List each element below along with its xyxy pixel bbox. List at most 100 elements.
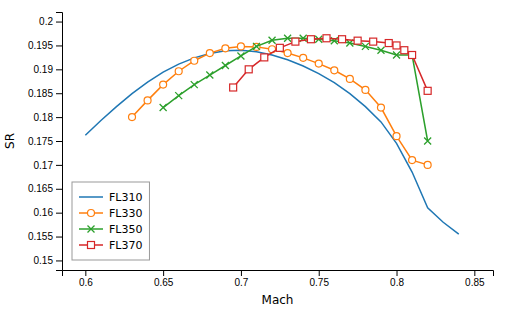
y-tick-mark	[56, 69, 62, 70]
point-marker	[245, 66, 252, 73]
y-tick-label: 0.18	[34, 112, 54, 123]
legend-symbol	[79, 196, 103, 198]
x-tick-label: 0.65	[154, 277, 174, 288]
legend-label: FL310	[109, 191, 142, 204]
point-marker	[253, 43, 260, 50]
y-axis-title: SR	[3, 133, 17, 149]
y-tick: 0.155	[28, 231, 62, 242]
legend-entry: FL370	[79, 239, 142, 252]
legend-box	[72, 182, 149, 260]
point-marker	[160, 104, 167, 111]
x-tick: 0.65	[154, 270, 174, 288]
x-tick-label: 0.75	[309, 277, 329, 288]
point-marker	[129, 114, 136, 121]
x-tick-label: 0.8	[390, 277, 404, 288]
x-tick: 0.85	[465, 270, 485, 288]
point-marker	[362, 43, 369, 50]
point-marker	[206, 50, 213, 57]
y-axis-line	[56, 13, 63, 271]
point-marker	[401, 47, 408, 54]
y-tick-label: 0.195	[28, 40, 53, 51]
series	[230, 35, 431, 95]
y-tick: 0.16	[34, 207, 62, 218]
point-marker	[261, 54, 268, 61]
point-marker	[230, 84, 237, 91]
point-marker	[424, 138, 431, 145]
y-axis: 0.15 0.155 0.16 0.165 0.17 0.175 0.18 0.185 0.19…	[28, 13, 63, 271]
point-marker	[393, 42, 400, 49]
legend-label: FL330	[109, 207, 142, 220]
y-tick-label: 0.19	[34, 64, 54, 75]
point-marker	[144, 97, 151, 104]
y-tick: 0.2	[39, 16, 62, 27]
y-tick-mark	[56, 117, 62, 118]
y-tick-mark	[56, 45, 62, 46]
point-marker	[424, 87, 431, 94]
point-marker	[385, 40, 392, 47]
y-tick-mark	[56, 260, 62, 261]
legend-entry: FL310	[79, 191, 142, 204]
legend-entry: FL350	[79, 223, 142, 236]
series-line	[85, 50, 458, 234]
point-marker	[362, 86, 369, 93]
point-marker	[160, 81, 167, 88]
x-tick: 0.6	[79, 270, 93, 288]
point-marker	[331, 67, 338, 74]
y-tick-mark	[56, 189, 62, 190]
x-tick: 0.7	[234, 270, 248, 288]
y-tick-label: 0.15	[34, 255, 54, 266]
point-marker	[409, 52, 416, 59]
legend-label: FL370	[109, 239, 142, 252]
legend-marker	[88, 242, 95, 249]
point-marker	[409, 52, 416, 59]
y-tick: 0.175	[28, 136, 62, 147]
y-tick: 0.165	[28, 183, 62, 194]
y-tick-label: 0.185	[28, 88, 53, 99]
x-tick-mark	[241, 270, 242, 276]
legend-entry: FL330	[79, 207, 142, 220]
series-line	[163, 38, 428, 141]
point-marker	[377, 47, 384, 54]
series-line	[132, 46, 428, 164]
x-axis-title: Mach	[262, 293, 294, 307]
y-tick-mark	[56, 141, 62, 142]
y-tick: 0.19	[34, 64, 62, 75]
point-marker	[370, 38, 377, 45]
y-tick-label: 0.16	[34, 207, 54, 218]
point-marker	[354, 37, 361, 44]
y-tick-mark	[56, 93, 62, 94]
point-marker	[284, 35, 291, 42]
x-tick: 0.75	[309, 270, 329, 288]
y-tick: 0.195	[28, 40, 62, 51]
y-tick: 0.18	[34, 112, 62, 123]
series	[129, 43, 432, 168]
y-tick-mark	[56, 213, 62, 214]
point-marker	[276, 44, 283, 51]
y-tick-label: 0.17	[34, 160, 54, 171]
x-tick-mark	[319, 270, 320, 276]
point-marker	[424, 161, 431, 168]
legend-marker	[88, 210, 95, 217]
point-marker	[175, 92, 182, 99]
point-marker	[393, 52, 400, 59]
point-marker	[315, 60, 322, 67]
y-tick-mark	[56, 165, 62, 166]
point-marker	[300, 54, 307, 61]
x-tick-mark	[85, 270, 86, 276]
point-marker	[339, 36, 346, 43]
x-tick-mark	[397, 270, 398, 276]
point-marker	[222, 45, 229, 52]
chart: 0.60.650.70.750.80.850.150.1550.160.1650…	[0, 0, 509, 310]
x-tick-label: 0.7	[234, 277, 248, 288]
y-tick-mark	[56, 237, 62, 238]
x-tick-mark	[163, 270, 164, 276]
series	[85, 50, 458, 234]
legend-marker	[88, 226, 95, 233]
point-marker	[284, 50, 291, 57]
x-axis-line	[63, 271, 494, 277]
point-marker	[222, 62, 229, 69]
legend-label: FL350	[109, 223, 142, 236]
y-tick-label: 0.2	[39, 16, 53, 27]
x-tick: 0.8	[390, 270, 404, 288]
point-marker	[269, 37, 276, 44]
